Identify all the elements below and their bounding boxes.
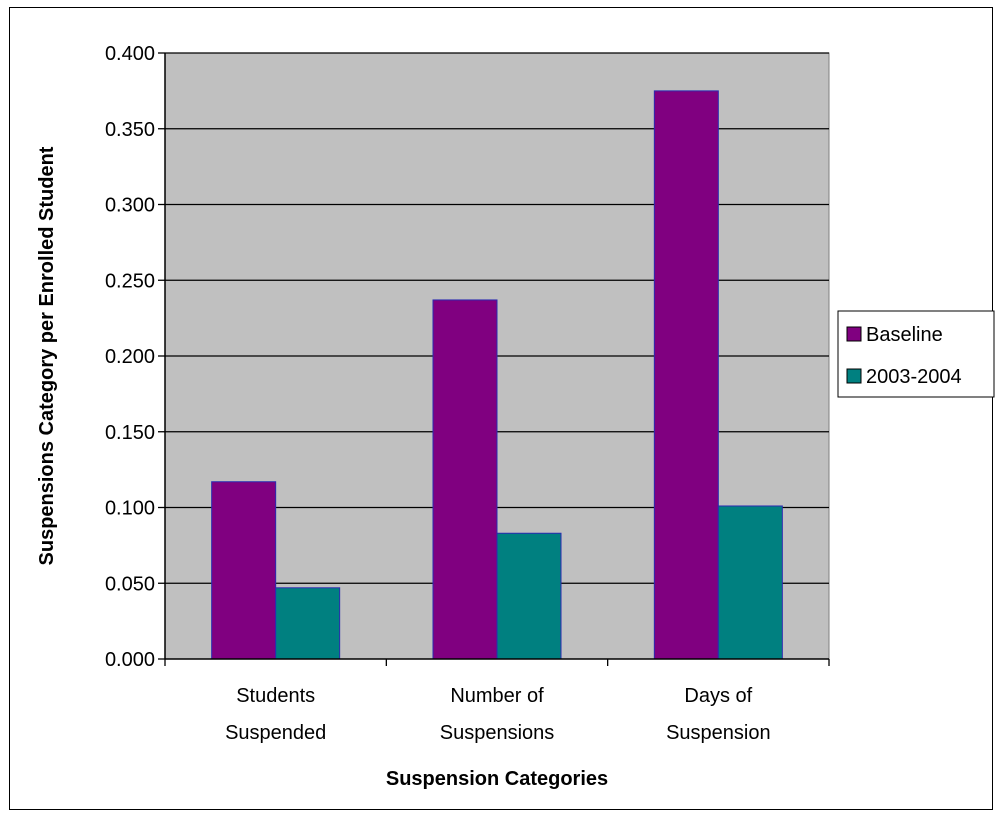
legend-swatch-baseline: [846, 326, 862, 342]
y-tick-label: 0.050: [105, 573, 155, 595]
y-axis-title: Suspensions Category per Enrolled Studen…: [36, 146, 58, 565]
x-tick-label: Days of Suspension: [666, 685, 771, 744]
bar-2003-2004-2: [717, 505, 783, 660]
legend: Baseline 2003-2004: [837, 310, 995, 398]
y-tick-label: 0.350: [105, 119, 155, 141]
legend-swatch-2003-2004: [846, 368, 862, 384]
bar-baseline-1: [432, 299, 498, 660]
y-tick-label: 0.400: [105, 43, 155, 65]
y-tick-label: 0.250: [105, 270, 155, 292]
bar-2003-2004-1: [496, 532, 562, 660]
bar-baseline-0: [211, 481, 277, 660]
y-tick-label: 0.000: [105, 649, 155, 671]
y-tick-label: 0.300: [105, 195, 155, 217]
legend-box: [837, 310, 995, 398]
bar-2003-2004-0: [275, 587, 341, 660]
y-tick-label: 0.150: [105, 422, 155, 444]
y-axis-ticks: 0.000 0.050 0.100 0.150 0.200 0.250 0.300 0.350…: [105, 43, 165, 671]
bar-baseline-2: [653, 90, 719, 660]
y-tick-label: 0.200: [105, 346, 155, 368]
x-tick-label: Students Suspended: [225, 685, 326, 744]
x-axis-title: Suspension Categories: [386, 768, 608, 790]
x-tick-label: Number of Suspensions: [440, 685, 555, 744]
bars: [211, 90, 783, 660]
legend-label-baseline: Baseline: [866, 324, 943, 346]
y-tick-label: 0.100: [105, 498, 155, 520]
legend-label-2003-2004: 2003-2004: [866, 366, 962, 388]
x-axis-ticks: Students Suspended Number of Suspensions Day…: [164, 659, 830, 744]
